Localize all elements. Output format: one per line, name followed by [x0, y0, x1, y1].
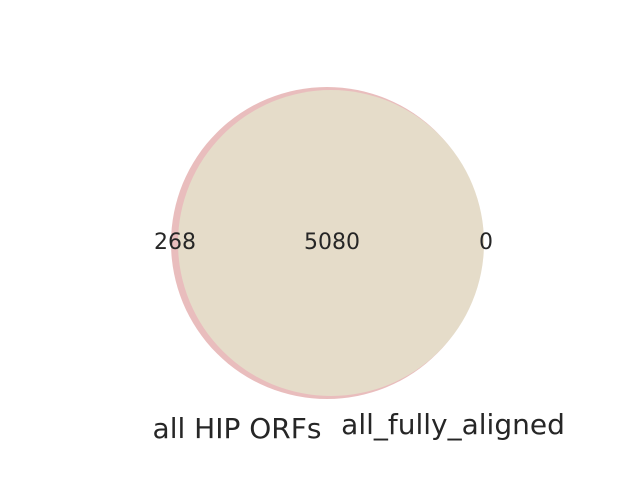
set-a-label: all HIP ORFs — [153, 412, 322, 445]
set-a-only-count: 268 — [154, 230, 196, 255]
set-b-circle — [178, 90, 484, 396]
set-b-only-count: 0 — [479, 230, 493, 255]
intersection-count: 5080 — [304, 230, 360, 255]
set-b-label: all_fully_aligned — [341, 408, 565, 441]
